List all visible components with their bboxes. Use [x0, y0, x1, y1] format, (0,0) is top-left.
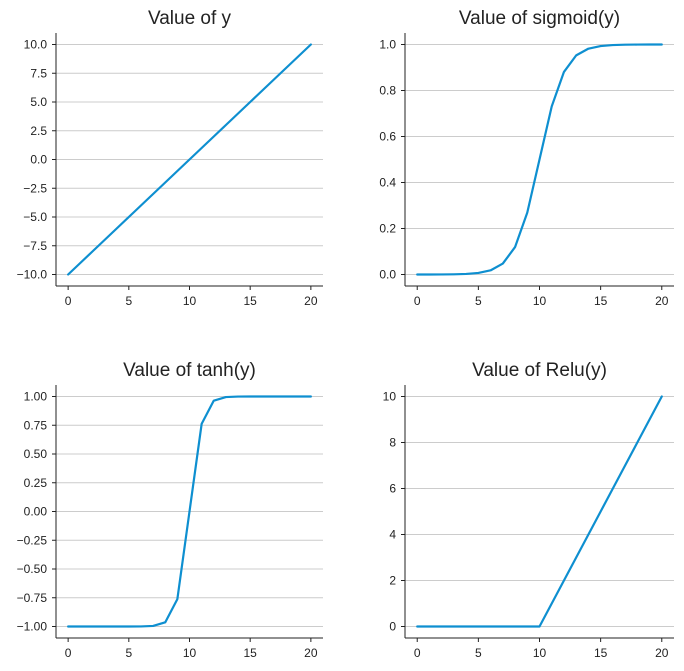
chart-panel-sigmoid: Value of sigmoid(y) 0.0 0.2 0.4 0.6 0.8 1.0 0 5…: [379, 8, 674, 308]
x-tick-label: 0: [65, 294, 72, 308]
chart-title: Value of tanh(y): [123, 360, 256, 381]
series-line: [67, 43, 312, 276]
y-tick-label: 0.00: [24, 505, 48, 519]
y-tick-label: −10.0: [17, 268, 48, 282]
x-tick-label: 15: [244, 294, 258, 308]
y-tick-label: −5.0: [23, 210, 47, 224]
y-tick-label: 2: [389, 574, 396, 588]
y-tick-label: 7.5: [30, 66, 47, 80]
y-tick-label: 1.00: [24, 390, 48, 404]
x-tick-label: 0: [65, 646, 72, 660]
chart-panel-tanh: Value of tanh(y) −1.00 −0.75 −0.50 −0.25 0.0…: [17, 360, 323, 660]
chart-panel-relu: Value of Relu(y) 0 2 4 6 8 10 0 5 10 15 20: [383, 360, 674, 660]
x-tick-label: 20: [304, 646, 318, 660]
y-tick-label: 0: [389, 620, 396, 634]
chart-title: Value of sigmoid(y): [459, 8, 620, 29]
x-tick-label: 15: [244, 646, 258, 660]
y-tick-label: 2.5: [30, 124, 47, 138]
x-tick-label: 10: [533, 646, 547, 660]
y-tick-label: 6: [389, 482, 396, 496]
y-tick-label: 0.4: [379, 176, 396, 190]
y-tick-label: 10.0: [24, 38, 48, 52]
x-tick-label: 20: [655, 294, 669, 308]
y-tick-label: 0.8: [379, 84, 396, 98]
y-tick-label: 0.0: [30, 153, 47, 167]
y-tick-label: 0.0: [379, 268, 396, 282]
y-tick-label: −0.50: [17, 562, 48, 576]
chart-title: Value of y: [148, 8, 232, 29]
x-tick-label: 5: [475, 294, 482, 308]
y-tick-label: 10: [383, 390, 397, 404]
x-tick-label: 15: [594, 646, 608, 660]
y-tick-label: 0.50: [24, 447, 48, 461]
y-tick-label: 0.2: [379, 222, 396, 236]
x-tick-label: 5: [475, 646, 482, 660]
y-tick-label: 4: [389, 528, 396, 542]
series-line: [416, 43, 663, 276]
x-tick-label: 5: [125, 294, 132, 308]
x-tick-label: 10: [533, 294, 547, 308]
x-tick-label: 0: [414, 294, 421, 308]
y-tick-label: −0.25: [17, 533, 48, 547]
y-tick-label: 0.6: [379, 130, 396, 144]
y-tick-label: −7.5: [23, 239, 47, 253]
y-tick-label: −0.75: [17, 591, 48, 605]
y-tick-label: 0.25: [24, 476, 48, 490]
x-tick-label: 20: [655, 646, 669, 660]
y-tick-label: 0.75: [24, 418, 48, 432]
y-tick-label: −2.5: [23, 181, 47, 195]
x-tick-label: 20: [304, 294, 318, 308]
chart-title: Value of Relu(y): [472, 360, 607, 381]
series-line: [67, 395, 312, 628]
series-line: [416, 395, 663, 628]
x-tick-label: 10: [183, 294, 197, 308]
y-tick-label: −1.00: [17, 620, 48, 634]
y-tick-label: 1.0: [379, 38, 396, 52]
x-tick-label: 15: [594, 294, 608, 308]
x-tick-label: 10: [183, 646, 197, 660]
x-tick-label: 5: [125, 646, 132, 660]
x-tick-label: 0: [414, 646, 421, 660]
y-tick-label: 8: [389, 436, 396, 450]
y-tick-label: 5.0: [30, 95, 47, 109]
chart-panel-y: Value of y −10.0 −7.5 −5.0 −2.5 0.0 2.5 5.0 7.5…: [17, 8, 323, 308]
